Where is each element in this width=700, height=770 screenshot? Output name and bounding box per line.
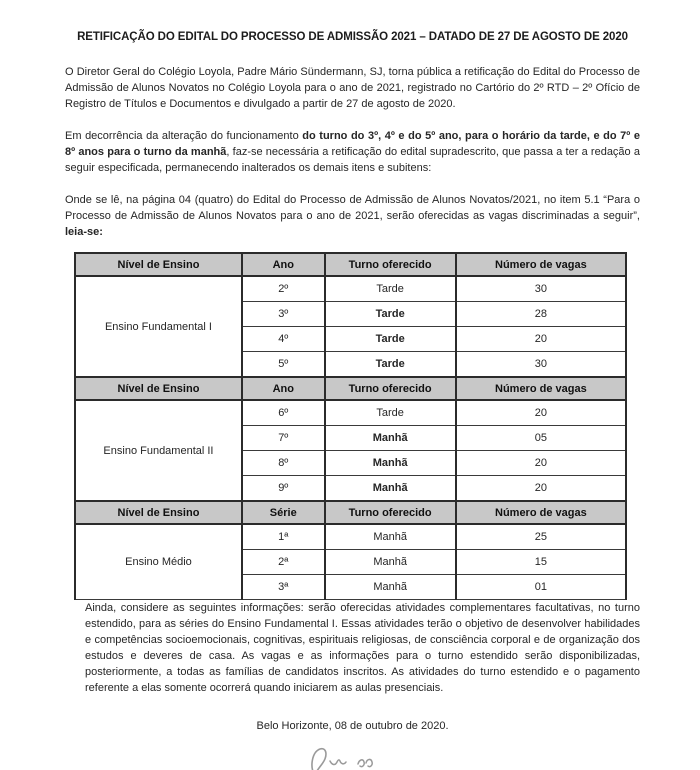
header-cell-vacancies: Número de vagas <box>454 252 628 277</box>
paragraph-where-reads-pre: Onde se lê, na página 04 (quatro) do Edi… <box>65 194 640 222</box>
vacancies-cell: 20 <box>454 475 628 502</box>
table-header-row: Nível de Ensino Série Turno oferecido Nú… <box>74 500 628 525</box>
vacancies-cell: 01 <box>454 574 628 600</box>
table-row: Ensino Fundamental II 6º Tarde 20 <box>74 399 628 502</box>
shift-cell: Tarde <box>323 399 457 426</box>
vacancies-cell: 20 <box>454 450 628 476</box>
vacancies-cell: 28 <box>454 301 628 327</box>
table-row: 3º Tarde 28 <box>75 301 628 327</box>
vacancies-cell: 20 <box>454 399 628 426</box>
paragraph-change-pre: Em decorrência da alteração do funcionam… <box>65 130 303 142</box>
table-row: 2ª Manhã 15 <box>75 549 628 575</box>
vacancies-cell: 30 <box>454 351 628 378</box>
level-cell: Ensino Médio <box>74 523 243 600</box>
year-cell: 7º <box>240 425 326 451</box>
level-cell: Ensino Fundamental I <box>74 275 243 378</box>
header-cell-shift: Turno oferecido <box>323 500 457 525</box>
header-cell-vacancies: Número de vagas <box>454 500 628 525</box>
signature-mark <box>311 747 373 770</box>
table-header-row: Nível de Ensino Ano Turno oferecido Núme… <box>74 376 628 401</box>
table-row: 8º Manhã 20 <box>75 450 628 476</box>
vacancies-cell: 25 <box>454 523 628 550</box>
document-title: RETIFICAÇÃO DO EDITAL DO PROCESSO DE ADM… <box>77 31 628 43</box>
year-cell: 6º <box>240 399 326 426</box>
grade-cell: 2ª <box>240 549 326 575</box>
year-cell: 9º <box>240 475 326 502</box>
table-row: 9º Manhã 20 <box>75 475 628 502</box>
document-content: RETIFICAÇÃO DO EDITAL DO PROCESSO DE ADM… <box>65 30 640 732</box>
shift-cell: Manhã <box>323 549 457 575</box>
date-place-line: Belo Horizonte, 08 de outubro de 2020. <box>256 720 449 732</box>
header-cell-year: Ano <box>240 252 326 277</box>
year-cell: 5º <box>240 351 326 378</box>
shift-cell: Manhã <box>323 450 457 476</box>
shift-cell: Tarde <box>323 275 457 302</box>
grade-cell: 1ª <box>240 523 326 550</box>
table-row: 5º Tarde 30 <box>75 351 628 378</box>
paragraph-change-post: , faz-se necessária a retificação do edi… <box>65 146 640 174</box>
paragraph-where-reads-bold: leia-se: <box>65 226 103 238</box>
paragraph-additional-info: Ainda, considere as seguintes informaçõe… <box>85 602 640 694</box>
paragraph-change-notice: Em decorrência da alteração do funcionam… <box>65 128 640 176</box>
header-cell-grade: Série <box>240 500 326 525</box>
vacancies-cell: 30 <box>454 275 628 302</box>
year-cell: 2º <box>240 275 326 302</box>
table-row: 3ª Manhã 01 <box>75 574 628 600</box>
table-header-row: Nível de Ensino Ano Turno oferecido Núme… <box>74 252 628 277</box>
vacancies-cell: 15 <box>454 549 628 575</box>
shift-cell: Manhã <box>323 574 457 600</box>
shift-cell: Manhã <box>323 523 457 550</box>
vacancies-table: Nível de Ensino Ano Turno oferecido Núme… <box>74 252 628 600</box>
header-cell-shift: Turno oferecido <box>323 252 457 277</box>
header-cell-year: Ano <box>240 376 326 401</box>
paragraph-change-bold: do turno do 3º, 4º e do 5º ano, para o h… <box>65 130 641 158</box>
header-cell-vacancies: Número de vagas <box>454 376 628 401</box>
table-row: 7º Manhã 05 <box>75 425 628 451</box>
vacancies-cell: 05 <box>454 425 628 451</box>
table-row: Ensino Fundamental I 2º Tarde 30 <box>74 275 628 378</box>
header-cell-level: Nível de Ensino <box>74 252 243 277</box>
shift-cell: Tarde <box>323 301 457 327</box>
header-cell-level: Nível de Ensino <box>74 376 243 401</box>
table-row: Ensino Médio 1ª Manhã 25 <box>74 523 628 600</box>
year-cell: 4º <box>240 326 326 352</box>
vacancies-cell: 20 <box>454 326 628 352</box>
grade-cell: 3ª <box>240 574 326 600</box>
header-cell-shift: Turno oferecido <box>323 376 457 401</box>
shift-cell: Tarde <box>323 326 457 352</box>
table-row: 4º Tarde 20 <box>75 326 628 352</box>
shift-cell: Tarde <box>323 351 457 378</box>
year-cell: 3º <box>240 301 326 327</box>
paragraph-intro: O Diretor Geral do Colégio Loyola, Padre… <box>65 66 640 110</box>
level-cell: Ensino Fundamental II <box>74 399 243 502</box>
shift-cell: Manhã <box>323 475 457 502</box>
year-cell: 8º <box>240 450 326 476</box>
header-cell-level: Nível de Ensino <box>74 500 243 525</box>
paragraph-where-reads: Onde se lê, na página 04 (quatro) do Edi… <box>65 192 640 240</box>
shift-cell: Manhã <box>323 425 457 451</box>
